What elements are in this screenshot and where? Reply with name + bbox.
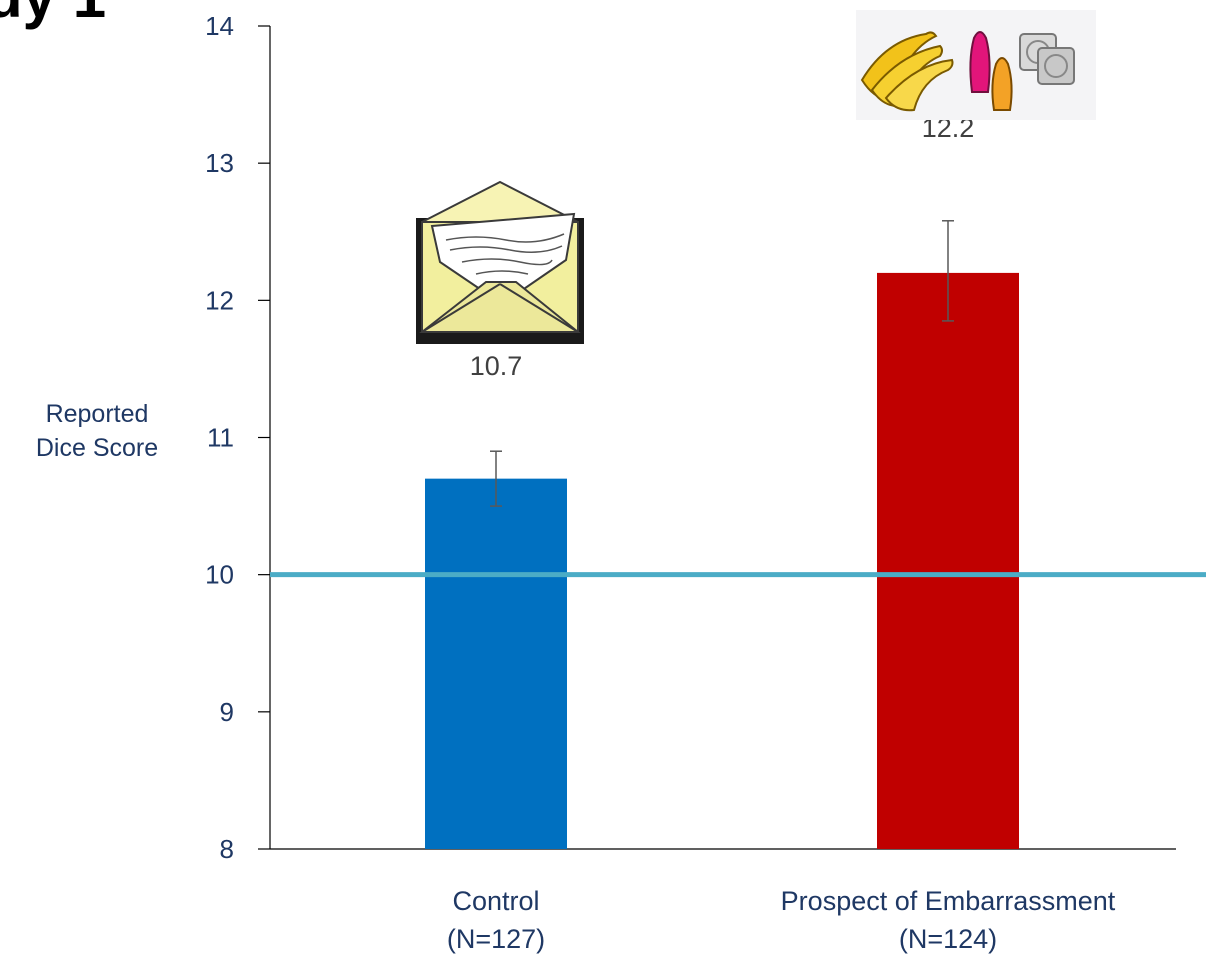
y-tick-label: 8: [220, 834, 234, 864]
category-count: (N=124): [898, 923, 998, 954]
category-name: Control: [452, 886, 540, 916]
y-axis-label-line-2: Dice Score: [35, 433, 159, 462]
y-tick-label: 9: [220, 697, 234, 727]
y-tick-label: 12: [205, 285, 234, 315]
y-tick-label: 14: [205, 11, 234, 41]
bar: [877, 272, 1019, 849]
y-axis-label-line-1: Reported: [45, 400, 149, 428]
y-tick-label: 13: [205, 148, 234, 178]
y-tick-label: 11: [207, 423, 234, 453]
error-bars: [490, 220, 954, 507]
slide-title: dy 1: [0, 0, 106, 31]
value-label: 10.7: [470, 351, 523, 381]
envelope-image: [416, 180, 584, 344]
bananas-condoms-image: [856, 10, 1096, 120]
category-count: (N=127): [446, 923, 546, 954]
y-axis-label: Reported Dice Score: [22, 398, 172, 466]
y-axis: 8 9 10 11 12 13 14: [205, 11, 1176, 864]
category-label-embarrassment: Prospect of Embarrassment (N=124): [708, 883, 1188, 959]
y-tick-label: 10: [205, 560, 234, 590]
category-label-control: Control (N=127): [346, 883, 646, 959]
bar: [425, 478, 567, 849]
error-bar: [490, 450, 502, 507]
bars: [425, 272, 1019, 849]
error-bar: [942, 220, 954, 322]
category-name: Prospect of Embarrassment: [780, 886, 1116, 916]
